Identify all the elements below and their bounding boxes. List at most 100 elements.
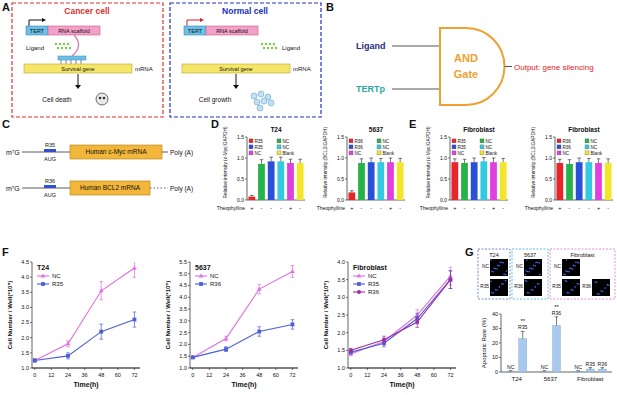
nucleus-dot [506,270,508,272]
marker [224,336,229,340]
legend-label: Blank [591,151,603,156]
error-bar [501,158,505,162]
arrow-head [42,18,46,22]
y-tick-label: 2.0 [179,341,187,347]
treatment-sign: - [270,205,272,211]
bar [574,371,582,372]
error-bar [509,370,513,371]
nucleus-dot [577,283,579,285]
error-cap [449,270,453,271]
plot-area [451,158,506,200]
error-cap [382,346,386,347]
y-tick [188,356,190,357]
error-bar [291,320,295,329]
y-tick-label: 0.5 [337,176,344,182]
error-bar [588,368,592,369]
nucleus-dot [529,267,531,269]
error-cap [449,288,453,289]
error-line [559,159,560,163]
bar [348,192,355,200]
cell-icon [254,99,260,105]
nucleus-dot [569,267,571,269]
group-label: T24 [512,376,523,382]
error-bar [555,317,559,326]
x-axis [247,200,305,201]
pairing-line [61,60,62,64]
panel-label: D [211,118,219,130]
x-tick-label: 12 [48,372,54,378]
nucleus-dot [578,283,580,285]
y-tick [499,328,501,329]
arrow-head [75,85,81,89]
frame-label: R35 [552,284,561,289]
marker [357,274,362,278]
ligand-dot [261,43,263,45]
legend-label: Blank [283,151,295,156]
aptamer-site [44,185,56,188]
error-bar [99,324,103,339]
error-cap [289,159,293,160]
marker [133,318,137,322]
nucleus-dot [537,262,539,264]
legend-label: NC [563,151,570,156]
frame-label: R35 [480,284,489,289]
y-tick [346,297,348,298]
cap-label: m⁷G [6,149,20,156]
nucleus-dot [490,259,492,261]
chart-title: Fibroblast [353,264,388,271]
cell-title: Normal cell [222,6,268,16]
y-title: Cell Number / Well(*10⁵) [323,281,329,349]
nucleus-dot [604,287,606,289]
nucleus-dot [574,286,576,288]
nucleus-dot [533,265,535,267]
nucleus-dot [563,274,565,276]
legend-swatch [377,151,381,155]
series-line [193,324,293,357]
error-cap [509,370,513,371]
legend-label: NC [255,151,262,156]
nucleus-dot [596,282,598,284]
gene-label: Survival gene [219,66,252,72]
error-cap [257,284,261,285]
error-bar [492,158,496,162]
legend-label: R36 [210,281,222,287]
nucleus-dot [568,271,570,273]
down-arrow [236,74,237,85]
panel-label: F [2,246,9,258]
bar [377,162,384,200]
ligand-dot [69,47,71,49]
panel-label: G [465,246,474,258]
y-tick [30,368,32,369]
y-tick [245,179,247,180]
y-tick-label: 1.5 [179,353,187,359]
x-tick [226,368,227,370]
y-tick-label: 3.0 [179,318,187,324]
error-line [588,158,589,162]
cell-box [12,3,163,117]
bar [461,163,468,200]
series-line [35,268,135,360]
treatment-sign: + [350,205,353,211]
cell-box [170,3,321,117]
legend-label: NC [383,145,390,150]
y-tick [188,285,190,286]
gene-bar [182,64,290,73]
nucleus-dot [495,268,497,270]
treatment-label: Theophylline [525,205,554,211]
nucleus-dot [505,280,507,282]
error-cap [224,340,228,341]
output-line [505,66,513,67]
legend-swatch [249,139,253,143]
y-title: Relative intensity (BCL2/GAPDH) [531,127,536,199]
significance: ** [520,318,525,324]
frame-label: NC [516,264,523,269]
plot-area [556,158,611,200]
marker [224,347,228,351]
y-tick-label: 0.0 [545,197,552,203]
error-cap [555,316,559,317]
legend-swatch [349,139,353,143]
error-bar [543,370,547,371]
frame-label: R36 [514,284,523,289]
nucleus-dot [534,265,536,267]
error-bar [463,159,467,163]
